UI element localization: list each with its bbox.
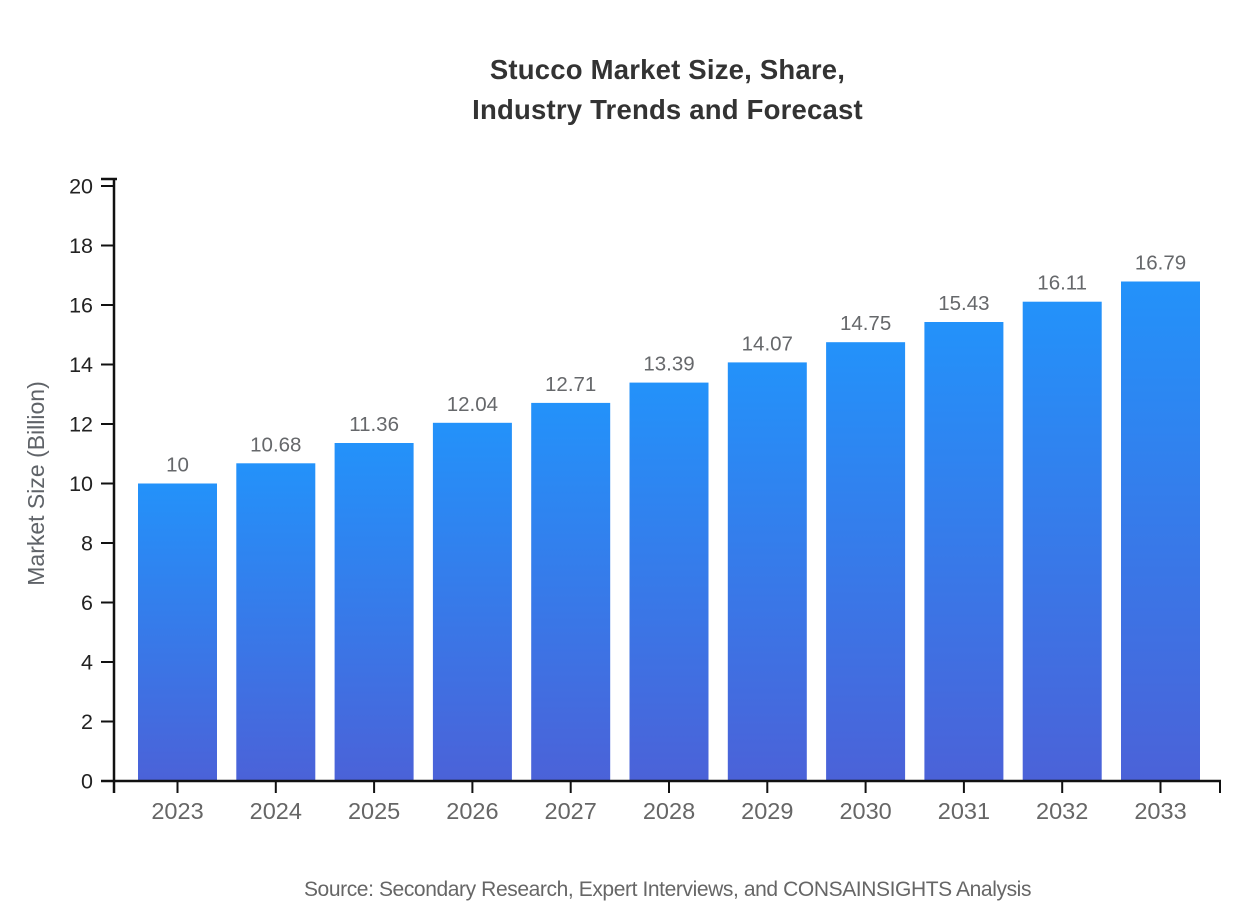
bar-value-label: 10 <box>166 454 189 477</box>
x-tick-label: 2031 <box>938 798 990 824</box>
y-tick-label: 12 <box>69 413 93 437</box>
source-attribution: Source: Secondary Research, Expert Inter… <box>303 878 1032 901</box>
bar <box>826 342 906 781</box>
y-tick-label: 2 <box>81 710 93 734</box>
y-tick-label: 18 <box>69 234 93 258</box>
bar <box>1022 301 1102 781</box>
bar <box>236 463 316 781</box>
x-tick-label: 2032 <box>1036 798 1088 824</box>
y-tick-label: 8 <box>81 532 93 556</box>
bar <box>138 483 217 781</box>
x-tick-label: 2027 <box>545 798 597 824</box>
bar <box>1121 281 1200 781</box>
x-tick-label: 2024 <box>250 798 302 824</box>
bar <box>334 443 414 781</box>
x-tick-label: 2026 <box>446 798 498 824</box>
x-tick-label: 2025 <box>348 798 400 824</box>
bar-value-label: 12.71 <box>545 373 596 396</box>
y-tick-label: 0 <box>81 770 93 794</box>
chart-title: Stucco Market Size, Share, Industry Tren… <box>472 54 863 125</box>
bar-value-label: 13.39 <box>643 353 694 376</box>
y-tick-label: 10 <box>69 472 93 496</box>
x-tick-label: 2033 <box>1134 798 1186 824</box>
bar <box>629 382 709 781</box>
bar <box>531 402 611 781</box>
y-tick-label: 14 <box>69 353 93 377</box>
bar <box>432 422 512 781</box>
x-tick-label: 2028 <box>643 798 695 824</box>
bar-value-label: 16.79 <box>1135 252 1186 275</box>
y-tick-label: 4 <box>81 651 93 675</box>
bar-value-label: 14.07 <box>742 332 793 355</box>
bar-value-label: 12.04 <box>447 393 498 416</box>
y-tick-label: 6 <box>81 591 93 615</box>
bar-value-label: 14.75 <box>840 312 891 335</box>
bar-value-label: 11.36 <box>349 413 399 436</box>
bar-value-label: 15.43 <box>938 292 989 315</box>
x-tick-label: 2029 <box>741 798 793 824</box>
bar <box>727 362 807 781</box>
x-tick-label: 2023 <box>151 798 203 824</box>
y-tick-label: 16 <box>69 294 93 318</box>
y-tick-label: 20 <box>69 175 93 199</box>
bar <box>924 322 1004 781</box>
x-tick-label: 2030 <box>839 798 891 824</box>
bar-value-label: 10.68 <box>250 433 301 456</box>
bar-value-label: 16.11 <box>1037 272 1087 295</box>
